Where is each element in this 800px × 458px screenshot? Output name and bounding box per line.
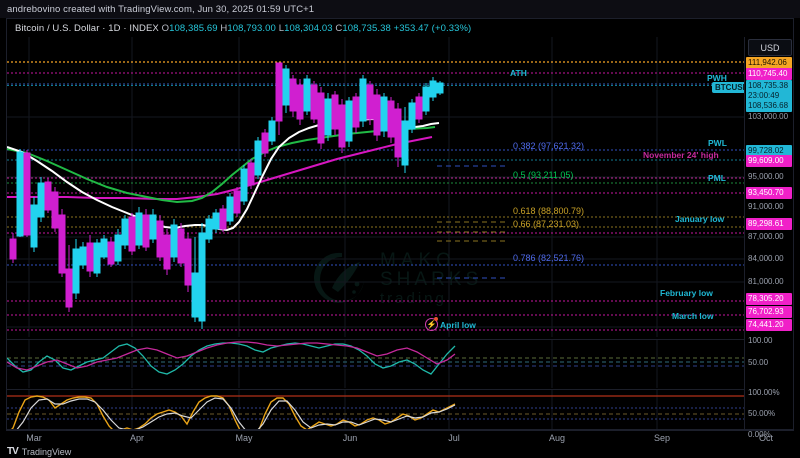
legend-high-key: H bbox=[220, 23, 228, 34]
chart-frame: Bitcoin / U.S. Dollar · 1D · INDEX O108,… bbox=[6, 18, 794, 439]
ma-price-tag: 108,536.68 bbox=[746, 100, 792, 112]
price-scale[interactable]: USD 103,000.00 95,000.00 91,000.00 87,00… bbox=[744, 37, 793, 439]
february-low-label: February low bbox=[660, 288, 713, 298]
time-label: Oct bbox=[758, 433, 774, 443]
pwh-label: PWH bbox=[707, 73, 727, 83]
time-axis[interactable]: Mar Apr May Jun Jul Aug Sep Oct bbox=[6, 430, 794, 446]
time-label: Jul bbox=[448, 433, 460, 443]
time-label: Apr bbox=[129, 433, 145, 443]
fib-0618-label: 0.618 (88,800.79) bbox=[513, 206, 585, 216]
lightning-icon: ⚡ bbox=[425, 318, 438, 331]
fib-066-label: 0.66 (87,231.03) bbox=[513, 219, 580, 229]
stochastic-pane-svg bbox=[7, 390, 753, 429]
march-low-price-tag: 76,702.93 bbox=[746, 306, 792, 318]
march-low-label: March low bbox=[672, 311, 714, 321]
legend-close-key: C bbox=[335, 23, 343, 34]
fib-short-segments bbox=[437, 165, 507, 279]
fib-0786-label: 0.786 (82,521.76) bbox=[513, 253, 585, 263]
legend-change: +353.47 (+0.33%) bbox=[393, 23, 472, 34]
november-high-label: November 24' high bbox=[643, 150, 719, 160]
stoch-tick: 0.00% bbox=[748, 430, 771, 439]
january-low-price-tag: 89,298.61 bbox=[746, 218, 792, 230]
rsi-line-magenta bbox=[7, 341, 456, 371]
stoch-line-k bbox=[11, 395, 456, 429]
legend-exchange: INDEX bbox=[129, 23, 159, 34]
price-tick: 81,000.00 bbox=[748, 277, 784, 286]
rsi-tick: 50.00 bbox=[748, 358, 769, 367]
pml-label: PML bbox=[708, 173, 726, 183]
rsi-pane-svg bbox=[7, 340, 753, 388]
legend-close-value: 108,735.38 bbox=[342, 23, 391, 34]
legend-low-key: L bbox=[278, 23, 285, 34]
price-pane-svg bbox=[7, 37, 753, 337]
ma-magenta-line bbox=[7, 136, 433, 200]
legend-low-value: 108,304.03 bbox=[284, 23, 333, 34]
february-low-price-tag: 78,305.20 bbox=[746, 293, 792, 305]
fib-0382-label: 0.382 (97,621.32) bbox=[513, 141, 585, 151]
stoch-tick: 100.00% bbox=[748, 388, 780, 397]
attribution-bar: andrebovino created with TradingView.com… bbox=[0, 0, 800, 18]
ma-green-line bbox=[7, 126, 436, 204]
alert-dot-icon bbox=[434, 317, 438, 321]
rsi-tick: 100.00 bbox=[748, 336, 773, 345]
countdown-tag: 23:00:49 bbox=[746, 90, 792, 102]
ath-price-tag: 111,942.06 bbox=[746, 57, 792, 69]
price-tick: 103,000.00 bbox=[748, 112, 789, 121]
ath-label: ATH bbox=[510, 68, 527, 78]
pml-price-tag: 93,450.70 bbox=[746, 187, 792, 199]
tradingview-logo-icon: TV bbox=[7, 446, 19, 457]
legend-high-value: 108,793.00 bbox=[227, 23, 276, 34]
horizontal-gridlines bbox=[7, 116, 753, 328]
april-low-label: April low bbox=[440, 319, 476, 330]
fib-05-label: 0.5 (93,211.05) bbox=[513, 170, 574, 180]
january-low-label: January low bbox=[675, 214, 725, 224]
pwl-price-tag: 99,728.02 bbox=[746, 145, 792, 157]
price-tick: 95,000.00 bbox=[748, 172, 784, 181]
stochastic-pane[interactable] bbox=[7, 389, 753, 429]
plot-area[interactable]: MAKO SHARKS trading bbox=[7, 37, 753, 429]
currency-selector[interactable]: USD bbox=[748, 39, 792, 56]
pwh-price-tag: 110,745.40 bbox=[746, 68, 792, 80]
november-high-price-tag: 99,609.00 bbox=[746, 155, 792, 167]
legend-open-value: 108,385.69 bbox=[169, 23, 218, 34]
price-tick: 91,000.00 bbox=[748, 202, 784, 211]
time-label: Aug bbox=[548, 433, 566, 443]
price-pane[interactable] bbox=[7, 37, 753, 337]
tradingview-brand-text: TradingView bbox=[21, 446, 72, 457]
symbol-price-tag[interactable]: BTCUSD bbox=[712, 82, 752, 93]
candlestick-series bbox=[9, 62, 444, 329]
last-price-tag: 108,735.38 bbox=[746, 80, 792, 92]
legend-symbol[interactable]: Bitcoin / U.S. Dollar bbox=[15, 23, 100, 34]
chart-legend: Bitcoin / U.S. Dollar · 1D · INDEX O108,… bbox=[15, 23, 472, 34]
time-label: Jun bbox=[342, 433, 358, 443]
april-low-marker[interactable]: ⚡ April low bbox=[425, 317, 476, 331]
rsi-pane[interactable] bbox=[7, 339, 753, 388]
legend-open-key: O bbox=[161, 23, 170, 34]
stoch-tick: 50.00% bbox=[748, 409, 776, 418]
footer-brand[interactable]: TV TradingView bbox=[7, 446, 71, 457]
time-label: Sep bbox=[653, 433, 671, 443]
pwl-label: PWL bbox=[708, 138, 727, 148]
vertical-gridlines bbox=[28, 37, 658, 337]
price-tick: 84,000.00 bbox=[748, 254, 784, 263]
price-tick: 87,000.00 bbox=[748, 232, 784, 241]
time-label: Mar bbox=[26, 433, 42, 443]
time-label: May bbox=[235, 433, 253, 443]
legend-interval[interactable]: 1D bbox=[108, 23, 121, 34]
april-low-price-tag: 74,441.20 bbox=[746, 319, 792, 331]
stoch-line-d bbox=[16, 397, 456, 429]
